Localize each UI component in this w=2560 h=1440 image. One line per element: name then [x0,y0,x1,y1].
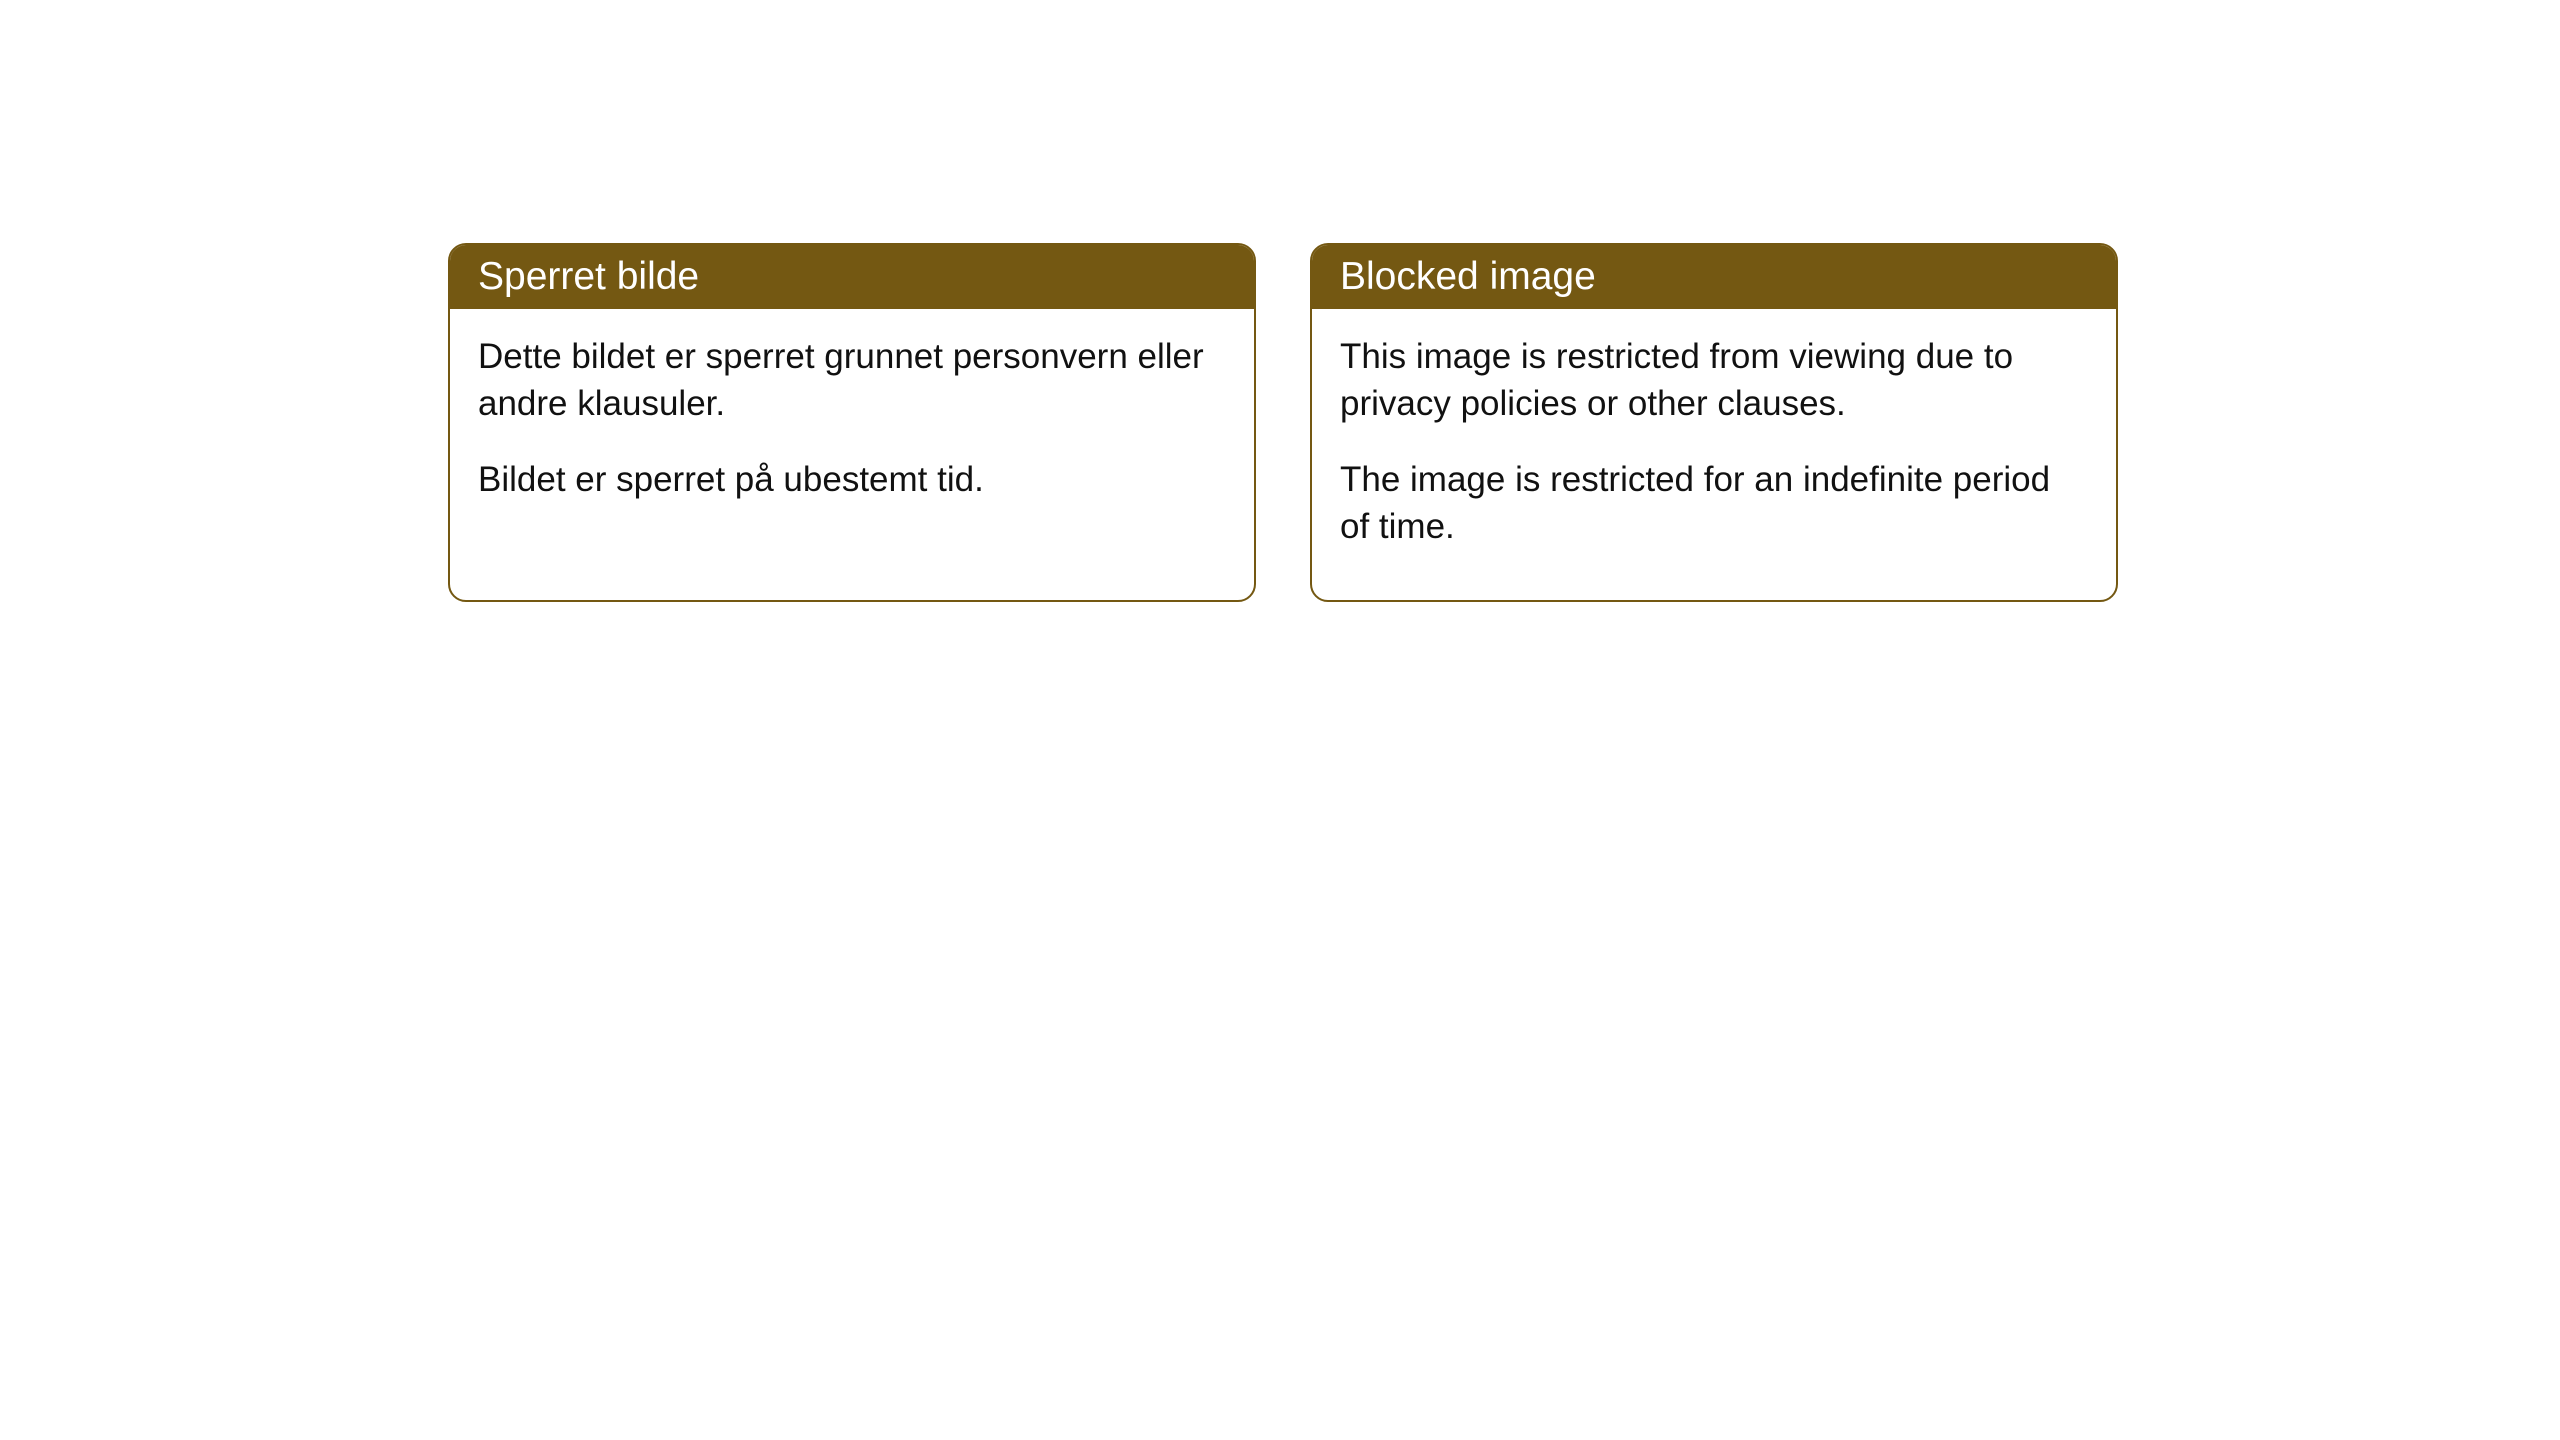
card-english: Blocked image This image is restricted f… [1310,243,2118,602]
card-header: Blocked image [1312,245,2116,309]
card-paragraph: The image is restricted for an indefinit… [1340,456,2088,551]
card-body: Dette bildet er sperret grunnet personve… [450,309,1254,553]
card-title: Sperret bilde [478,255,699,298]
card-paragraph: Bildet er sperret på ubestemt tid. [478,456,1226,503]
cards-container: Sperret bilde Dette bildet er sperret gr… [448,243,2118,602]
card-body: This image is restricted from viewing du… [1312,309,2116,600]
card-paragraph: Dette bildet er sperret grunnet personve… [478,333,1226,428]
card-norwegian: Sperret bilde Dette bildet er sperret gr… [448,243,1256,602]
card-paragraph: This image is restricted from viewing du… [1340,333,2088,428]
card-title: Blocked image [1340,255,1596,298]
card-header: Sperret bilde [450,245,1254,309]
